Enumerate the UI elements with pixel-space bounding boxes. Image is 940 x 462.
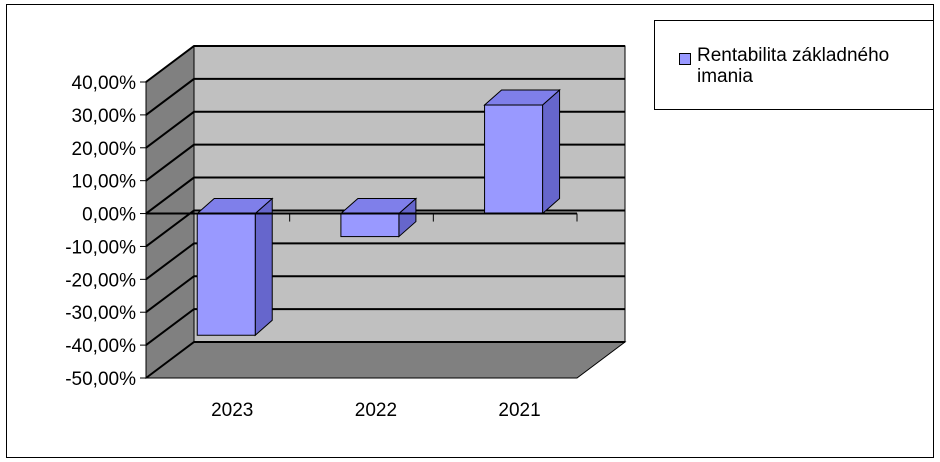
gridline [145,45,625,83]
bar [484,104,544,215]
legend-label: Rentabilita základného imania [697,45,890,87]
y-tick-label: 30,00% [72,106,137,127]
gridline [145,341,625,379]
gridline [145,77,625,116]
gridline [145,308,625,346]
bar [196,213,256,336]
y-tick-label: 20,00% [72,139,137,160]
bar [340,213,400,238]
gridline [145,275,625,314]
x-tick-label: 2021 [498,400,540,421]
y-tick-label: 10,00% [72,172,137,193]
legend: Rentabilita základného imania [654,20,934,110]
floor [144,341,627,379]
legend-swatch [679,53,691,65]
y-tick-label: -20,00% [65,270,136,291]
gridline [145,143,625,182]
x-tick-label: 2022 [355,400,397,421]
gridline [145,110,625,149]
y-tick-label: -40,00% [65,336,136,357]
y-tick-label: -10,00% [65,237,136,258]
gridline [145,242,625,281]
y-tick-label: -50,00% [65,369,136,390]
y-tick-label: 0,00% [82,205,136,226]
gridline [145,176,625,215]
x-tick-label: 2023 [211,400,253,421]
gridline [145,209,625,248]
y-tick-label: -30,00% [65,303,136,324]
bar-side [254,197,273,337]
bar-side [542,88,561,215]
y-tick-label: 40,00% [72,73,137,94]
